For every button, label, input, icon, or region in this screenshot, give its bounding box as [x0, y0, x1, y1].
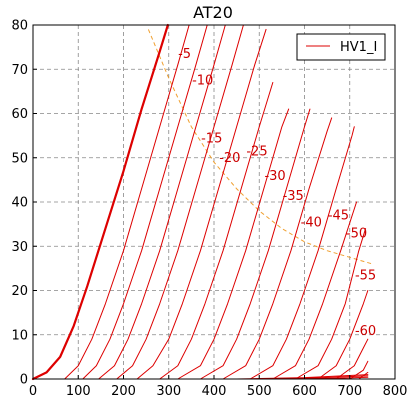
plate-curve [31, 23, 169, 381]
y-tick-label: 20 [11, 284, 28, 299]
plate-curve [98, 24, 226, 380]
y-tick-label: 10 [11, 328, 28, 343]
curve-label: -25 [246, 145, 267, 160]
y-tick-label: 80 [11, 19, 28, 34]
x-tick-label: 500 [247, 384, 272, 399]
grid [33, 25, 395, 379]
x-tick-label: 600 [292, 384, 317, 399]
x-tick-label: 200 [111, 384, 136, 399]
axis-ticks: 0 100 200 300 400 500 600 700 800 0 10 20 30 40 50 60 70… [11, 19, 407, 400]
plate-curve [249, 126, 355, 380]
legend-label-hv1-i: HV1_I [340, 40, 377, 55]
curve-label: -60 [355, 324, 376, 339]
curve-label: -5 [178, 47, 191, 62]
plate-curve [335, 338, 369, 380]
x-tick-label: 800 [383, 384, 408, 399]
y-tick-label: 0 [20, 373, 28, 388]
curve-label: -30 [264, 169, 285, 184]
max-dissipation-line [147, 29, 373, 265]
legend: HV1_I [296, 33, 386, 61]
curve-label: -40 [301, 215, 322, 230]
plate-curve [64, 24, 190, 380]
legend-box [296, 33, 386, 61]
plate-curve [116, 24, 244, 380]
y-tick-label: 70 [11, 63, 28, 78]
x-tick-label: 100 [66, 384, 91, 399]
plate-curves [31, 23, 369, 381]
curve-label: -15 [201, 131, 222, 146]
plate-curve [82, 24, 208, 380]
plate-curve [136, 28, 267, 380]
x-tick-label: 0 [29, 384, 37, 399]
plate-curve [294, 228, 367, 380]
x-tick-label: 300 [156, 384, 181, 399]
plate-curve [177, 108, 290, 380]
curve-label: -45 [328, 209, 349, 224]
y-tick-label: 50 [11, 151, 28, 166]
chart-title: AT20 [193, 3, 233, 22]
y-tick-label: 30 [11, 240, 28, 255]
curve-label: -10 [192, 74, 213, 89]
plate-curve [199, 108, 311, 380]
curve-label: -35 [283, 189, 304, 204]
curve-label: -20 [219, 151, 240, 166]
y-tick-label: 40 [11, 196, 28, 211]
plate-curve [159, 82, 274, 380]
plate-curve [272, 201, 358, 380]
curve-label: -50 [346, 226, 367, 241]
plate-curve [317, 290, 369, 380]
max-dissipation-curve [147, 29, 373, 265]
plate-curve [222, 117, 333, 380]
y-tick-label: 60 [11, 107, 28, 122]
curve-labels: -5-10 -15 -20 -25 -30 -35 -40 -45 -50 -55 -60 [178, 47, 376, 339]
x-tick-label: 400 [202, 384, 227, 399]
x-tick-label: 700 [337, 384, 362, 399]
curve-label: -55 [355, 268, 376, 283]
